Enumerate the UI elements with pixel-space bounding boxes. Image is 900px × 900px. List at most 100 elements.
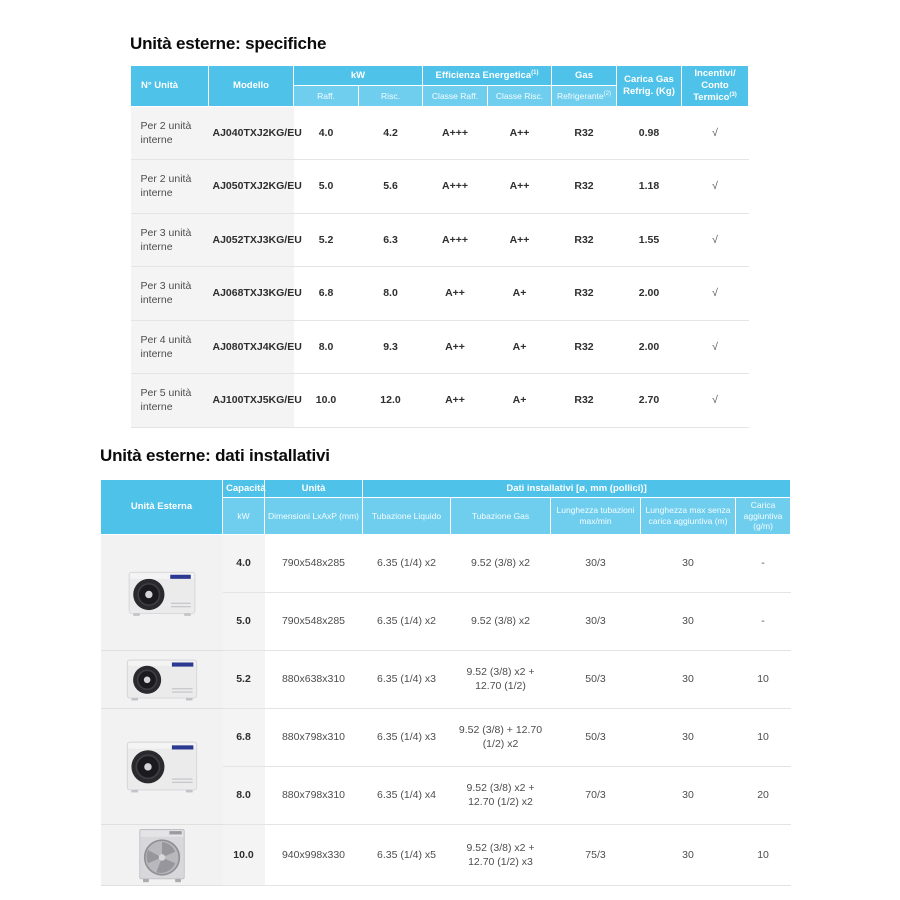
cell-lunghezza-tubazioni: 70/3 [550,766,641,825]
col-subheader-risc: Risc. [358,85,423,107]
cell-risc: 6.3 [358,213,423,268]
cell-risc: 8.0 [358,266,423,321]
col-group-gas: Gas [551,64,617,87]
specifiche-table: N° Unità Modello kW Efficienza Energetic… [130,64,749,428]
cell-raff: 6.8 [293,266,359,321]
col-group-unita: Unità [264,479,363,498]
cell-capacita: 4.0 [222,534,265,593]
cell-classe-raff: A++ [422,320,488,375]
section-specifiche: Unità esterne: specifiche N° Unità Model… [130,34,749,428]
cell-tubazione-liquido: 6.35 (1/4) x3 [362,708,451,767]
cell-risc: 12.0 [358,373,423,428]
col-header-n-unita: N° Unità [130,65,209,107]
cell-classe-risc: A+ [487,266,552,321]
cell-capacita: 5.2 [222,650,265,709]
cell-lunghezza-max: 30 [640,824,736,886]
section-installativi-title: Unità esterne: dati installativi [100,446,330,465]
col-subheader-tubazione-gas: Tubazione Gas [450,497,551,535]
outdoor-unit-side-view [128,572,195,617]
installativi-table: Unità Esterna Capacità Unità Dati instal… [100,479,792,886]
col-subheader-dimensioni: Dimensioni LxAxP (mm) [264,497,363,535]
cell-tubazione-gas: 9.52 (3/8) x2 + 12.70 (1/2) x3 [450,824,551,886]
cell-carica: 2.70 [616,373,682,428]
checkmark-icon: √ [681,266,749,321]
cell-modello: AJ068TXJ3KG/EU [208,266,302,321]
table-row: Per 2 unità interne AJ040TXJ2KG/EU 4.0 4… [130,106,749,161]
cell-tubazione-liquido: 6.35 (1/4) x2 [362,592,451,651]
outdoor-unit-side-view [126,742,197,793]
cell-carica-aggiuntiva: 10 [735,824,791,886]
cell-dimensioni: 790x548x285 [264,592,363,651]
cell-classe-raff: A++ [422,373,488,428]
col-header-incentivi: Incentivi/Conto Termico(3) [681,65,749,107]
cell-carica-aggiuntiva: 10 [735,650,791,709]
outdoor-unit-front-view [138,828,185,883]
cell-lunghezza-max: 30 [640,534,736,593]
cell-lunghezza-max: 30 [640,708,736,767]
col-subheader-lunghezza-max: Lunghezza max senza carica aggiuntiva (m… [640,497,736,535]
table-row: Per 3 unità interne AJ068TXJ3KG/EU 6.8 8… [130,266,749,321]
cell-capacita: 10.0 [222,824,265,886]
cell-risc: 5.6 [358,159,423,214]
cell-n-unita: Per 3 unità interne [130,266,209,321]
col-subheader-kw: kW [222,497,265,535]
cell-tubazione-liquido: 6.35 (1/4) x2 [362,534,451,593]
table-row: 6.8 880x798x310 6.35 (1/4) x3 9.52 (3/8)… [100,708,791,825]
cell-capacita: 6.8 [222,708,265,767]
col-group-kw: kW [293,64,423,87]
cell-dimensioni: 790x548x285 [264,534,363,593]
cell-capacita: 5.0 [222,592,265,651]
table-row: Per 5 unità interne AJ100TXJ5KG/EU 10.0 … [130,373,749,428]
cell-modello: AJ050TXJ2KG/EU [208,159,302,214]
cell-classe-raff: A+++ [422,213,488,268]
table-row: 4.0 790x548x285 6.35 (1/4) x2 9.52 (3/8)… [100,534,791,651]
cell-raff: 5.2 [293,213,359,268]
col-subheader-classe-raff: Classe Raff. [422,85,488,107]
table-row: Per 4 unità interne AJ080TXJ4KG/EU 8.0 9… [130,320,749,375]
outdoor-unit-image-medium [100,650,223,709]
cell-classe-raff: A+++ [422,159,488,214]
cell-gas: R32 [551,159,617,214]
col-subheader-raff: Raff. [293,85,359,107]
cell-modello: AJ100TXJ5KG/EU [208,373,302,428]
cell-tubazione-liquido: 6.35 (1/4) x3 [362,650,451,709]
cell-lunghezza-max: 30 [640,766,736,825]
cell-lunghezza-tubazioni: 75/3 [550,824,641,886]
col-subheader-refrigerante: Refrigerante(2) [551,85,617,107]
cell-dimensioni: 880x798x310 [264,708,363,767]
table-row: 8.0 880x798x310 6.35 (1/4) x4 9.52 (3/8)… [101,766,791,825]
cell-gas: R32 [551,266,617,321]
cell-lunghezza-tubazioni: 30/3 [550,534,641,593]
cell-tubazione-gas: 9.52 (3/8) x2 + 12.70 (1/2) [450,650,551,709]
outdoor-unit-image-vertical [100,824,223,886]
cell-classe-risc: A+ [487,373,552,428]
cell-tubazione-gas: 9.52 (3/8) x2 + 12.70 (1/2) x2 [450,766,551,825]
cell-dimensioni: 880x638x310 [264,650,363,709]
cell-classe-raff: A+++ [422,106,488,161]
cell-gas: R32 [551,320,617,375]
col-group-efficienza: Efficienza Energetica(1) [422,64,552,87]
cell-carica-aggiuntiva: - [735,592,791,651]
col-header-carica-gas: Carica Gas Refrig. (Kg) [616,65,682,107]
cell-raff: 8.0 [293,320,359,375]
checkmark-icon: √ [681,159,749,214]
checkmark-icon: √ [681,213,749,268]
cell-classe-risc: A++ [487,106,552,161]
cell-lunghezza-tubazioni: 30/3 [550,592,641,651]
cell-carica-aggiuntiva: 10 [735,708,791,767]
cell-n-unita: Per 4 unità interne [130,320,209,375]
outdoor-unit-image-small [100,534,223,651]
cell-dimensioni: 940x998x330 [264,824,363,886]
checkmark-icon: √ [681,320,749,375]
cell-carica: 2.00 [616,266,682,321]
col-group-dati-installativi: Dati installativi [ø, mm (pollici)] [361,479,792,498]
col-header-modello: Modello [208,65,294,107]
cell-lunghezza-tubazioni: 50/3 [550,650,641,709]
col-subheader-carica-aggiuntiva: Carica aggiuntiva (g/m) [734,497,792,535]
cell-n-unita: Per 2 unità interne [130,159,209,214]
outdoor-unit-image-large [100,708,223,825]
cell-classe-risc: A++ [487,159,552,214]
cell-tubazione-liquido: 6.35 (1/4) x4 [362,766,451,825]
cell-carica: 1.18 [616,159,682,214]
cell-gas: R32 [551,106,617,161]
